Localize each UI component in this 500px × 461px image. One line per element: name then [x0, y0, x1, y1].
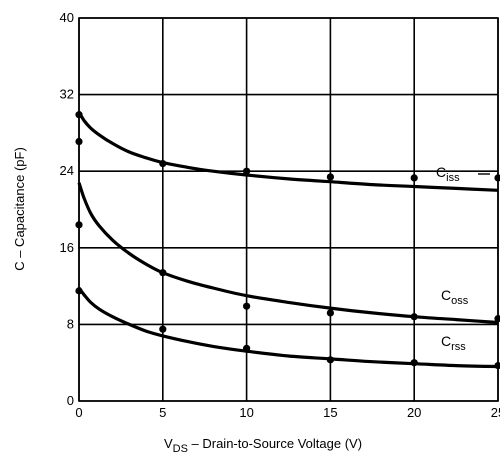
data-point-ciss — [326, 173, 334, 181]
data-point-ciss — [410, 174, 418, 182]
series-label-ciss: Ciss — [436, 164, 490, 184]
data-point-coss — [326, 309, 334, 317]
data-point-crss — [75, 287, 83, 295]
svg-text:Ciss: Ciss — [436, 164, 460, 184]
x-tick-label: 25 — [491, 405, 500, 420]
y-tick-label: 32 — [60, 87, 74, 102]
y-tick-label: 40 — [60, 10, 74, 25]
series-label-coss: Coss — [441, 287, 469, 307]
data-point-crss — [326, 356, 334, 364]
series-curves — [77, 111, 499, 369]
data-point-crss — [243, 344, 251, 352]
x-axis-label-main: V — [164, 436, 173, 451]
series-label-ciss-main: C — [436, 164, 446, 180]
x-tick-label: 10 — [239, 405, 253, 420]
x-tick-label: 0 — [75, 405, 82, 420]
data-point-coss — [75, 221, 83, 229]
curve-ciss — [77, 111, 499, 192]
x-axis-label: VDS – Drain-to-Source Voltage (V) — [164, 436, 362, 455]
y-tick-label: 0 — [67, 393, 74, 408]
y-axis-label: C – Capacitance (pF) — [12, 147, 27, 271]
svg-text:Coss: Coss — [441, 287, 469, 307]
grid — [78, 17, 499, 402]
data-point-coss — [159, 269, 167, 277]
series-label-coss-sub: oss — [451, 295, 469, 307]
x-tick-label: 5 — [159, 405, 166, 420]
data-point-crss — [494, 361, 500, 370]
x-tick-label: 15 — [323, 405, 337, 420]
data-point-ciss — [243, 167, 251, 175]
series-label-crss-sub: rss — [451, 341, 466, 353]
data-point-crss — [159, 325, 167, 333]
series-label-crss-main: C — [441, 333, 451, 349]
svg-text:Crss: Crss — [441, 333, 466, 353]
series-label-ciss-sub: iss — [446, 172, 460, 184]
y-tick-label: 8 — [67, 316, 74, 331]
tick-labels: 0 5 10 15 20 25 0 8 16 24 32 40 — [60, 10, 500, 420]
data-point-coss — [494, 315, 500, 323]
data-point-coss — [243, 302, 251, 310]
series-label-crss: Crss — [441, 333, 466, 353]
data-point-crss — [410, 359, 418, 367]
data-point-ciss — [494, 174, 500, 182]
y-tick-label: 16 — [60, 240, 74, 255]
x-tick-label: 20 — [407, 405, 421, 420]
series-label-coss-main: C — [441, 287, 451, 303]
x-axis-label-rest: – Drain-to-Source Voltage (V) — [188, 436, 362, 451]
x-axis-label-sub: DS — [173, 443, 188, 455]
data-point-ciss — [75, 111, 83, 119]
data-point-coss — [410, 313, 418, 321]
curve-crss — [77, 287, 499, 369]
data-point-ciss — [159, 159, 167, 168]
curve-coss — [77, 182, 499, 325]
data-point-ciss — [75, 137, 83, 146]
y-tick-label: 24 — [60, 163, 74, 178]
data-points — [75, 111, 500, 370]
plot-frame — [78, 17, 499, 402]
